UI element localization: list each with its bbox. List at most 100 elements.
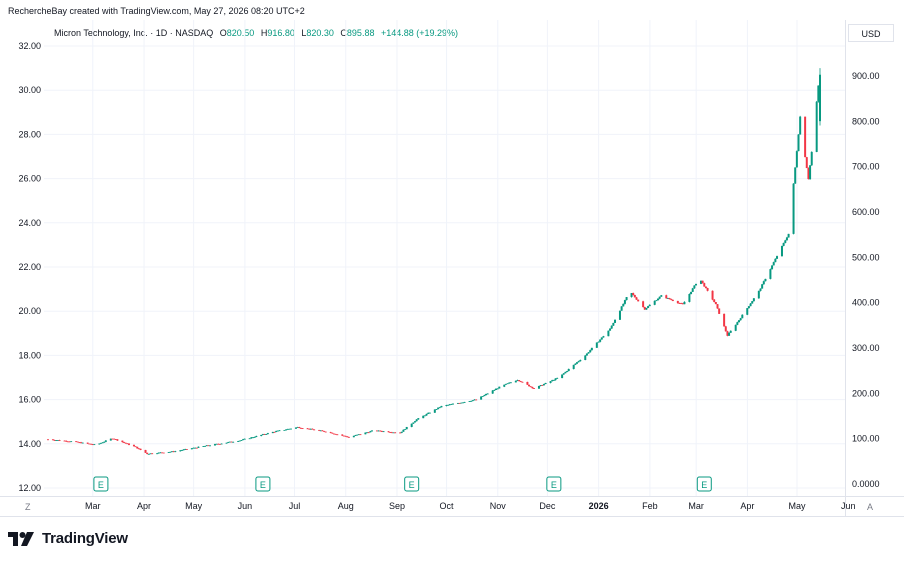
candle-body <box>356 434 359 436</box>
candle-down <box>519 380 522 383</box>
candle-body <box>734 324 737 331</box>
candle-up <box>364 432 367 435</box>
candle-up <box>645 307 648 310</box>
candle-up <box>452 403 455 405</box>
right-axis-tick-label: 800.00 <box>852 116 880 126</box>
candle-down <box>711 290 714 301</box>
auto-scale-button[interactable]: A <box>867 502 874 512</box>
candle-body <box>423 415 426 417</box>
candle-body <box>599 339 602 342</box>
candle-body <box>815 101 818 152</box>
earnings-marker-label: E <box>551 480 557 490</box>
candle-down <box>346 436 349 438</box>
candle-up <box>237 440 240 443</box>
earnings-marker-icon[interactable]: E <box>546 476 562 492</box>
candle-up <box>413 420 416 423</box>
earnings-marker-icon[interactable]: E <box>255 476 271 492</box>
time-axis-label: Apr <box>740 501 754 511</box>
candle-body <box>128 443 131 445</box>
candle-body <box>126 443 129 445</box>
candle-body <box>86 442 89 444</box>
candle-up <box>460 402 463 404</box>
candle-up <box>784 239 787 244</box>
candle-up <box>774 258 777 263</box>
candle-up <box>693 285 696 289</box>
candle-body <box>123 442 126 443</box>
candle-up <box>366 432 369 434</box>
candle-body <box>491 390 494 394</box>
candle-up <box>503 384 506 388</box>
candle-body <box>514 380 517 383</box>
time-axis-label: Dec <box>539 501 556 511</box>
candle-up <box>589 349 592 353</box>
candle-up <box>392 432 395 434</box>
candle-down <box>344 435 347 437</box>
candle-up <box>660 294 663 297</box>
earnings-marker-icon[interactable]: E <box>93 476 109 492</box>
candle-down <box>86 442 89 444</box>
goto-date-button[interactable]: Z <box>25 502 31 512</box>
candle-body <box>321 430 324 432</box>
price-chart[interactable]: 12.00 14.00 16.00 18.00 20.00 22.00 24.00 26.00… <box>0 0 904 520</box>
candle-body <box>250 437 253 439</box>
open-value: 820.50 <box>226 28 255 38</box>
candle-body <box>680 303 683 305</box>
candle-body <box>301 428 304 430</box>
candle-up <box>104 440 107 443</box>
candle-body <box>666 298 669 299</box>
candle-up <box>357 434 360 436</box>
earnings-marker-icon[interactable]: E <box>696 476 712 492</box>
candle-up <box>180 449 183 451</box>
candle-down <box>714 301 717 305</box>
candle-body <box>114 439 117 440</box>
candle-body <box>647 306 650 308</box>
candle-up <box>494 388 497 390</box>
candle-up <box>243 438 246 440</box>
candle-up <box>448 403 451 406</box>
candle-body <box>309 428 312 430</box>
candle-down <box>336 434 339 436</box>
candle-down <box>76 441 79 443</box>
symbol-title[interactable]: Micron Technology, Inc. · 1D · NASDAQ <box>54 28 214 38</box>
candles <box>47 68 821 455</box>
candle-body <box>400 431 403 433</box>
candle-up <box>620 306 623 311</box>
candle-up <box>539 385 542 387</box>
open-label: O <box>219 28 227 38</box>
candle-body <box>458 403 461 404</box>
candle-up <box>70 441 73 443</box>
candle-body <box>428 412 431 414</box>
currency-button[interactable]: USD <box>848 24 894 42</box>
candle-down <box>298 426 301 429</box>
candle-down <box>299 427 302 429</box>
tradingview-logo[interactable]: TradingView <box>8 530 128 547</box>
candle-body <box>516 380 519 381</box>
earnings-marker-box <box>404 476 420 492</box>
candle-down <box>637 299 640 302</box>
candle-body <box>103 441 106 443</box>
candle-body <box>185 449 188 450</box>
candle-down <box>723 313 726 327</box>
candle-body <box>752 298 755 302</box>
candle-body <box>714 302 717 305</box>
candle-body <box>346 436 349 438</box>
candle-up <box>228 441 231 443</box>
candle-body <box>159 452 162 454</box>
candle-body <box>51 439 54 441</box>
candle-body <box>470 400 473 402</box>
candle-body <box>637 299 640 302</box>
candle-up <box>690 291 693 295</box>
earnings-marker-box <box>696 476 712 492</box>
candle-up <box>435 408 438 410</box>
candle-body <box>184 449 187 450</box>
candle-up <box>445 404 448 407</box>
earnings-marker-icon[interactable]: E <box>404 476 420 492</box>
candle-up <box>481 396 484 397</box>
candle-up <box>737 320 740 323</box>
candle-body <box>157 452 160 454</box>
candle-body <box>298 427 301 428</box>
candle-body <box>761 284 764 289</box>
candle-body <box>344 435 347 437</box>
candle-down <box>113 438 116 440</box>
left-axis-tick-label: 16.00 <box>18 395 41 405</box>
